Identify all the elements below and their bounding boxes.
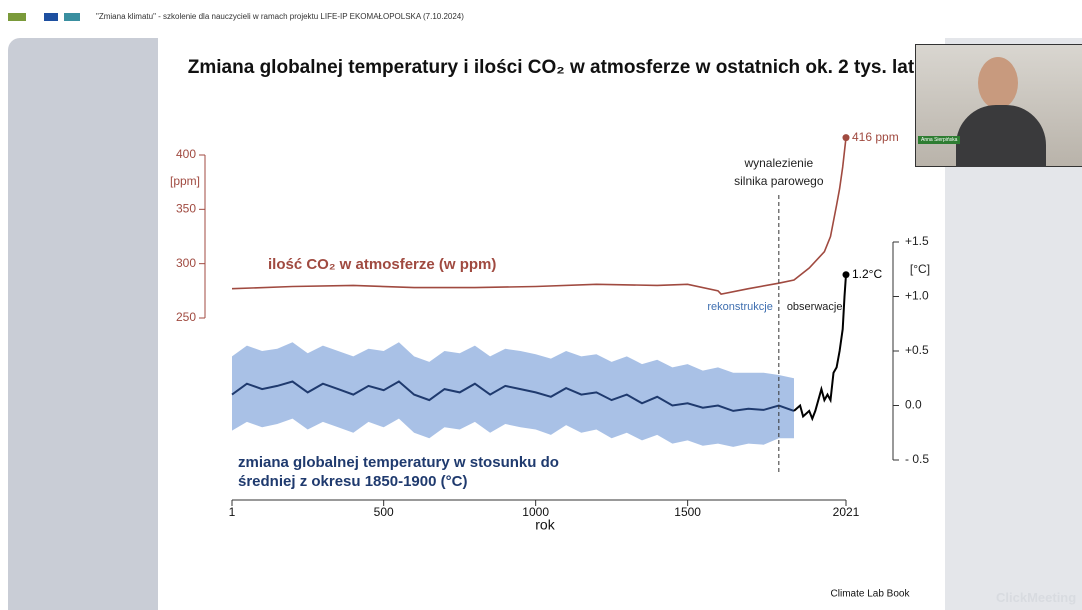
x-tick-label: 2021	[833, 505, 860, 519]
x-tick-label: 1	[229, 505, 236, 519]
end-point	[842, 271, 850, 279]
y-tick-label: 350	[176, 202, 196, 216]
y-tick-label: 300	[176, 256, 196, 270]
y2-tick-label: +1.0	[905, 289, 929, 303]
header-text: "Zmiana klimatu" - szkolenie dla nauczyc…	[96, 12, 464, 21]
series-line	[231, 380, 795, 412]
watermark: ClickMeeting	[996, 590, 1077, 605]
series-label: rekonstrukcje	[707, 301, 772, 313]
header: "Zmiana klimatu" - szkolenie dla nauczyc…	[8, 12, 464, 21]
x-axis-label: rok	[535, 517, 555, 533]
logos	[8, 12, 80, 21]
slide	[158, 38, 945, 610]
end-label: 416 ppm	[852, 130, 899, 144]
x-tick-label: 1000	[522, 505, 549, 519]
end-point	[842, 134, 850, 142]
body	[956, 105, 1046, 167]
series-label: ilość CO₂ w atmosferze (w ppm)	[268, 256, 496, 273]
y2-axis-label: [°C]	[910, 262, 930, 276]
annotation-text: wynalezienie	[743, 156, 813, 170]
chart-title: Zmiana globalnej temperatury i ilości CO…	[188, 57, 915, 78]
temperature-label: zmiana globalnej temperatury w stosunku …	[238, 454, 559, 490]
x-tick-label: 1500	[674, 505, 701, 519]
series-label: obserwacje	[787, 301, 843, 313]
y2-tick-label: +0.5	[905, 343, 929, 357]
y-axis-label: [ppm]	[170, 174, 200, 188]
y-tick-label: 250	[176, 310, 196, 324]
source: Climate Lab Book	[831, 589, 911, 600]
y2-tick-label: 0.0	[905, 398, 922, 412]
webcam[interactable]: Anna Sierpińska	[915, 44, 1082, 167]
y-tick-label: 400	[176, 147, 196, 161]
face	[978, 57, 1018, 109]
y2-tick-label: +1.5	[905, 234, 929, 248]
y2-tick-label: - 0.5	[905, 452, 929, 466]
x-tick-label: 500	[374, 505, 394, 519]
uncertainty-band	[232, 342, 794, 447]
annotation-text: silnika parowego	[734, 174, 824, 188]
end-label: 1.2°C	[852, 267, 882, 281]
series-line	[793, 274, 847, 422]
series-line	[231, 137, 847, 295]
participant-name: Anna Sierpińska	[918, 136, 961, 144]
